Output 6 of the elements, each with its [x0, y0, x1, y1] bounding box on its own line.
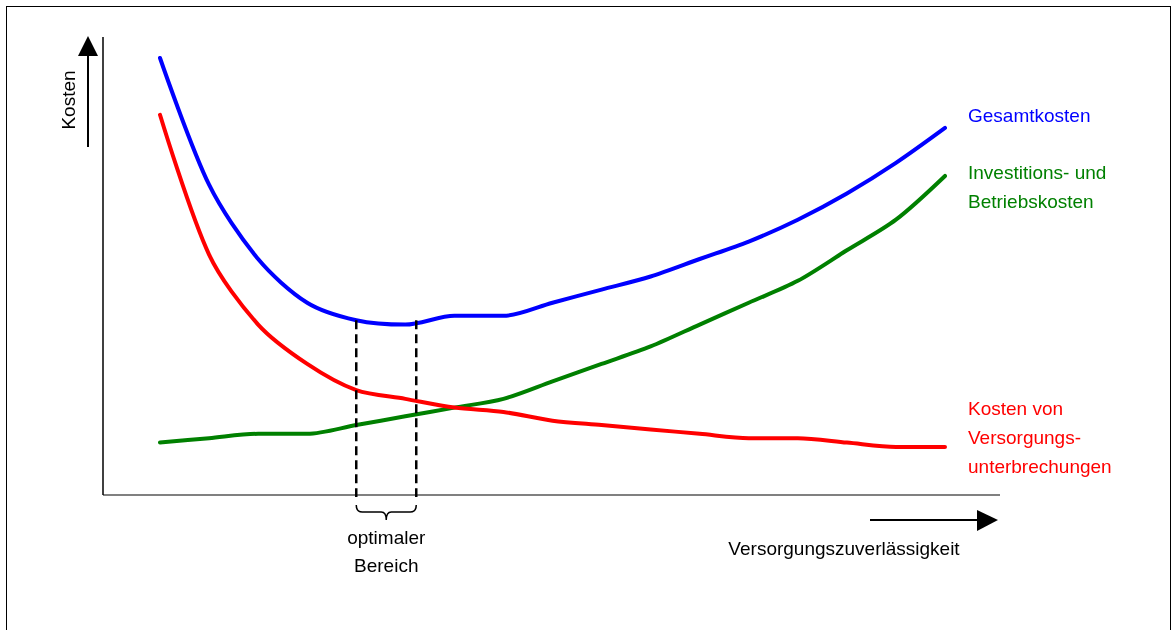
x-axis-title: Versorgungszuverlässigkeit: [728, 537, 961, 559]
series-label: Gesamtkosten: [968, 105, 1091, 127]
series-label: Investitions- und Betriebskosten: [968, 161, 1107, 212]
series-label: Kosten von Versorgungs-unterbrechungen: [968, 398, 1112, 478]
text: optimaler Bereich: [347, 526, 426, 576]
y-axis-title: Kosten: [57, 70, 79, 130]
